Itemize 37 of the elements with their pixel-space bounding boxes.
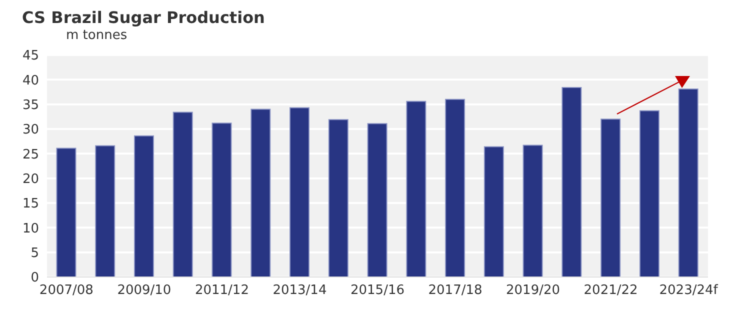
- x-tick-label: 2007/08: [39, 283, 94, 298]
- bar: [639, 110, 660, 277]
- bar: [328, 119, 348, 277]
- x-tick-label: 2017/18: [428, 283, 482, 298]
- y-tick-label: 15: [22, 196, 39, 212]
- bar: [172, 112, 193, 277]
- bar: [522, 144, 543, 277]
- x-tick-label: 2013/14: [272, 283, 327, 298]
- bar: [212, 122, 232, 277]
- y-tick-label: 25: [22, 147, 39, 162]
- y-tick-label: 10: [22, 221, 39, 236]
- x-tick-label: 2019/20: [506, 283, 560, 298]
- bar: [134, 135, 154, 277]
- bar: [445, 98, 466, 277]
- y-tick-label: 40: [22, 73, 39, 88]
- bar: [562, 87, 582, 277]
- x-tick-label: 2015/16: [350, 283, 405, 298]
- x-tick-label: 2011/12: [194, 283, 249, 298]
- y-tick-label: 35: [22, 98, 39, 113]
- chart-subtitle: m tonnes: [65, 28, 128, 44]
- y-tick-label: 0: [30, 270, 39, 286]
- x-tick-label: 2023/24f: [659, 283, 718, 298]
- bar: [367, 123, 388, 277]
- x-tick-label: 2009/10: [117, 283, 172, 298]
- bar: [406, 100, 426, 277]
- y-tick-label: 30: [22, 122, 39, 138]
- y-tick-label: 5: [30, 246, 39, 261]
- bar: [290, 107, 310, 277]
- chart-title: CS Brazil Sugar Production: [22, 8, 266, 28]
- bar: [484, 146, 504, 277]
- bar: [56, 148, 76, 277]
- bar: [600, 118, 621, 277]
- y-tick-label: 45: [22, 48, 39, 64]
- y-tick-label: 20: [22, 172, 39, 187]
- bar: [250, 108, 271, 277]
- x-tick-label: 2021/22: [584, 283, 638, 298]
- bar: [95, 145, 116, 277]
